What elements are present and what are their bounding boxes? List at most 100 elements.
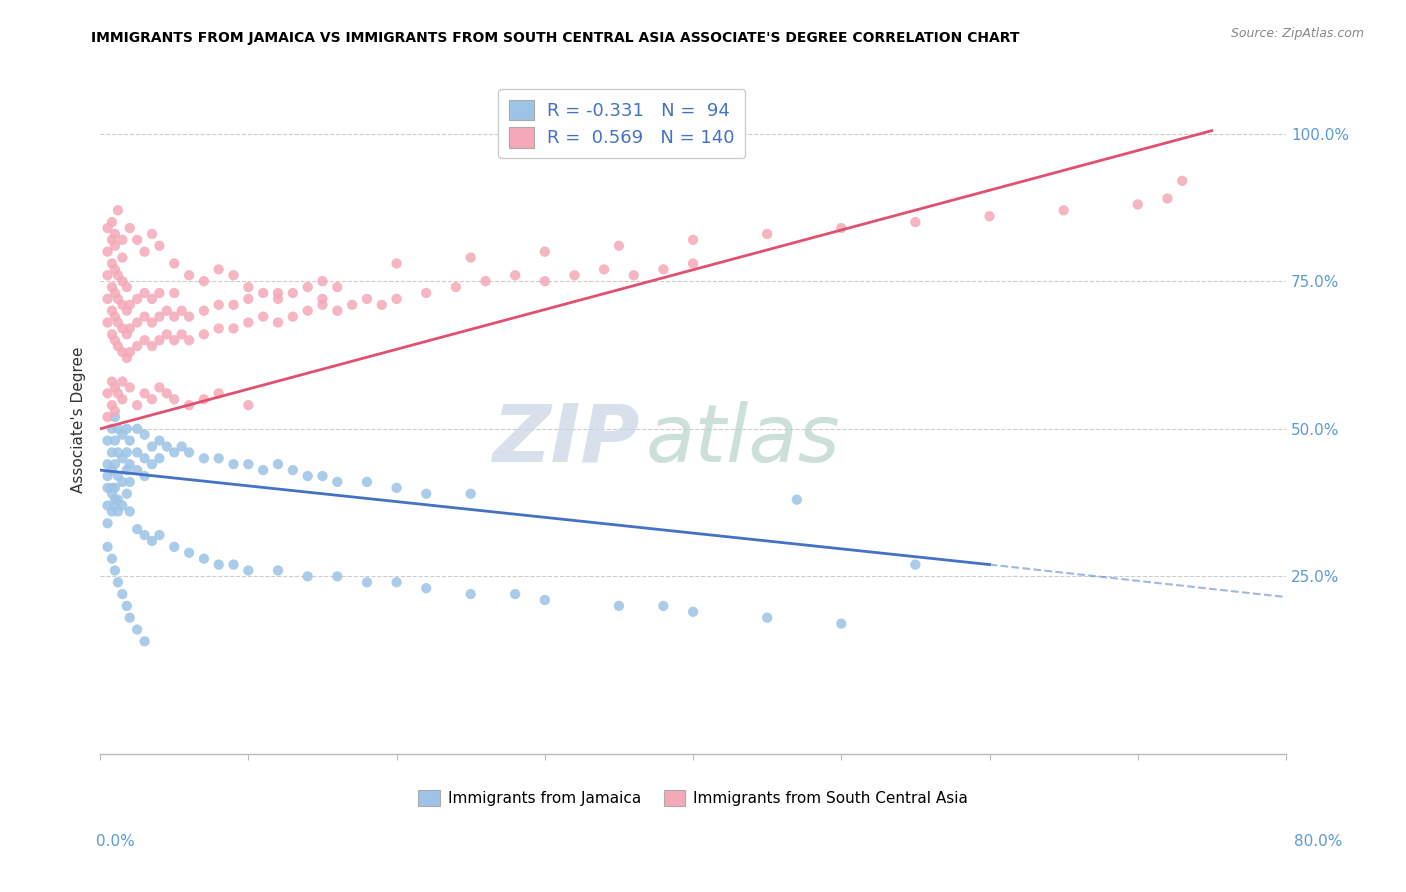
- Point: [141, 533, 163, 548]
- Point: [101, 256, 124, 270]
- Point: [311, 469, 333, 483]
- Point: [503, 268, 526, 283]
- Point: [170, 327, 193, 342]
- Point: [415, 581, 437, 595]
- Point: [904, 215, 927, 229]
- Point: [623, 268, 645, 283]
- Point: [107, 386, 129, 401]
- Point: [281, 285, 304, 300]
- Point: [326, 569, 349, 583]
- Point: [177, 398, 200, 412]
- Point: [96, 457, 118, 471]
- Point: [415, 285, 437, 300]
- Point: [96, 316, 118, 330]
- Point: [177, 445, 200, 459]
- Point: [111, 587, 134, 601]
- Y-axis label: Associate's Degree: Associate's Degree: [72, 347, 86, 493]
- Point: [148, 528, 170, 542]
- Point: [118, 611, 141, 625]
- Point: [208, 386, 231, 401]
- Point: [134, 310, 156, 324]
- Point: [326, 303, 349, 318]
- Point: [385, 575, 408, 590]
- Point: [979, 209, 1001, 223]
- Point: [533, 244, 555, 259]
- Point: [281, 463, 304, 477]
- Point: [104, 380, 127, 394]
- Point: [193, 392, 215, 407]
- Point: [141, 440, 163, 454]
- Point: [607, 599, 630, 613]
- Point: [101, 303, 124, 318]
- Point: [118, 221, 141, 235]
- Point: [163, 333, 186, 347]
- Point: [118, 380, 141, 394]
- Point: [107, 492, 129, 507]
- Point: [96, 292, 118, 306]
- Point: [415, 487, 437, 501]
- Point: [340, 298, 363, 312]
- Point: [134, 244, 156, 259]
- Point: [107, 339, 129, 353]
- Point: [222, 321, 245, 335]
- Point: [148, 451, 170, 466]
- Point: [134, 386, 156, 401]
- Point: [96, 481, 118, 495]
- Point: [134, 528, 156, 542]
- Point: [104, 333, 127, 347]
- Point: [96, 434, 118, 448]
- Point: [96, 268, 118, 283]
- Point: [252, 463, 274, 477]
- Point: [96, 221, 118, 235]
- Point: [111, 451, 134, 466]
- Point: [252, 310, 274, 324]
- Point: [170, 303, 193, 318]
- Point: [267, 457, 290, 471]
- Point: [222, 298, 245, 312]
- Point: [682, 233, 704, 247]
- Point: [297, 569, 319, 583]
- Point: [156, 386, 179, 401]
- Point: [134, 451, 156, 466]
- Point: [115, 327, 138, 342]
- Point: [311, 274, 333, 288]
- Point: [104, 492, 127, 507]
- Point: [111, 298, 134, 312]
- Point: [163, 256, 186, 270]
- Point: [564, 268, 586, 283]
- Point: [127, 398, 149, 412]
- Point: [1052, 203, 1074, 218]
- Point: [238, 316, 260, 330]
- Point: [118, 504, 141, 518]
- Point: [222, 268, 245, 283]
- Point: [96, 540, 118, 554]
- Point: [127, 316, 149, 330]
- Point: [177, 268, 200, 283]
- Point: [238, 292, 260, 306]
- Point: [141, 392, 163, 407]
- Point: [311, 292, 333, 306]
- Point: [148, 310, 170, 324]
- Point: [115, 280, 138, 294]
- Point: [1126, 197, 1149, 211]
- Point: [474, 274, 496, 288]
- Point: [134, 333, 156, 347]
- Point: [156, 303, 179, 318]
- Point: [904, 558, 927, 572]
- Point: [177, 310, 200, 324]
- Point: [267, 564, 290, 578]
- Point: [148, 285, 170, 300]
- Point: [156, 327, 179, 342]
- Point: [267, 285, 290, 300]
- Point: [115, 351, 138, 365]
- Point: [163, 540, 186, 554]
- Point: [297, 280, 319, 294]
- Point: [101, 215, 124, 229]
- Point: [104, 457, 127, 471]
- Point: [111, 251, 134, 265]
- Point: [107, 575, 129, 590]
- Point: [371, 298, 394, 312]
- Point: [111, 233, 134, 247]
- Point: [96, 499, 118, 513]
- Point: [107, 469, 129, 483]
